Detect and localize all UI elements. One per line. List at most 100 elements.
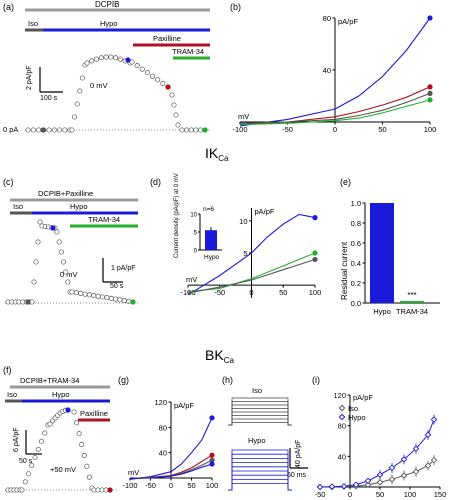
marker-iso xyxy=(430,456,438,464)
iso-trace xyxy=(228,397,292,426)
series-line-iso xyxy=(239,92,431,124)
current-traces xyxy=(228,397,292,491)
marker-iso xyxy=(424,462,432,469)
y-tick-label: 80 xyxy=(159,423,167,432)
trace-point xyxy=(150,73,156,79)
marker-hypo xyxy=(316,483,324,491)
paxilline-dot xyxy=(165,84,171,90)
c-scale-x-label: 50 s xyxy=(110,283,124,290)
trace-point xyxy=(86,474,92,480)
trace-point xyxy=(62,127,68,133)
scale-y-label: 2 pA/pF xyxy=(26,65,33,90)
h-hypo-label: Hypo xyxy=(248,436,266,445)
hypo-trace xyxy=(228,478,292,491)
x-tick-label: -50 xyxy=(282,125,293,134)
x-tick-label: 100 xyxy=(206,481,219,490)
trace-point xyxy=(173,112,179,118)
inset-annotation: n=6 xyxy=(203,206,214,213)
y-tick-label: 0.0 xyxy=(351,299,361,308)
x-tick-label: 0 xyxy=(348,490,352,499)
bar-hypo xyxy=(370,203,394,303)
f-hypo-dot xyxy=(65,407,71,413)
trace-point xyxy=(160,80,166,86)
x-tick-label: 50 xyxy=(376,490,384,499)
inset-y-axis-label: Current density (pA/pF) at 0 mV xyxy=(174,173,180,258)
trace-point xyxy=(42,430,48,436)
trace-point xyxy=(117,56,123,62)
x-tick-label: 50 xyxy=(187,481,195,490)
trace-point xyxy=(103,54,109,60)
end-point-paxilline xyxy=(427,84,433,90)
trace-point xyxy=(56,239,62,245)
c-hypo-label: Hypo xyxy=(70,202,88,211)
trace-point xyxy=(95,293,101,299)
f-bar-label: DCPIB+TRAM-34 xyxy=(20,376,79,385)
end-point-blue2 xyxy=(209,461,215,467)
trace-point xyxy=(91,293,97,299)
marker-hypo xyxy=(328,483,336,490)
iso-label: Iso xyxy=(28,19,38,28)
trace-point xyxy=(46,127,52,133)
trace-point xyxy=(86,292,92,298)
x-tick-label: 100 xyxy=(309,288,322,297)
h-scale-y-label: 40 pA/pF xyxy=(295,440,302,468)
marker-hypo xyxy=(340,482,348,490)
c-scale-y-label: 1 pA/pF xyxy=(111,265,136,272)
zero-label: 0 pA xyxy=(3,125,18,134)
iso-dot xyxy=(40,127,46,133)
x-tick-label: 0 xyxy=(169,481,173,490)
trace-point xyxy=(29,463,35,469)
trace-point xyxy=(69,127,75,133)
trace-point xyxy=(99,294,106,300)
x-tick-label: 0 xyxy=(333,125,337,134)
x-axis-label: mV xyxy=(128,468,139,477)
hypo-trace xyxy=(228,457,292,491)
end-point-tram xyxy=(312,250,318,256)
bar-tram-34 xyxy=(400,301,424,303)
trace-point xyxy=(19,487,25,493)
trace-point xyxy=(71,409,77,415)
marker-hypo xyxy=(430,416,438,423)
x-tick-label: -100 xyxy=(122,481,137,490)
f-hold-label: +50 mV xyxy=(50,465,76,474)
trace-point xyxy=(84,463,90,469)
f-paxilline-label: Paxilline xyxy=(80,409,108,418)
hypo-peak-dot xyxy=(125,57,131,63)
trace-point xyxy=(25,127,31,133)
trace-point xyxy=(113,55,119,61)
iso-trace xyxy=(228,418,292,426)
trace-point xyxy=(77,88,83,94)
y-tick-label: 120 xyxy=(333,391,346,400)
marker-hypo xyxy=(400,456,408,463)
trace-point xyxy=(155,77,161,83)
trace-point xyxy=(33,259,39,265)
trace-point xyxy=(98,55,104,61)
y-axis-label: pA/pF xyxy=(255,207,275,216)
series-line-hypo xyxy=(239,17,431,127)
end-point-iso xyxy=(427,90,433,96)
trace-point xyxy=(113,296,119,302)
inset-y-tick-label: 10 xyxy=(190,213,197,219)
marker-iso xyxy=(364,481,372,488)
y-tick-label: 0.6 xyxy=(351,239,361,248)
category-label: TRAM-34 xyxy=(396,307,428,316)
trace-point xyxy=(35,446,41,452)
trace-point xyxy=(175,122,181,128)
y-tick-label: 0.4 xyxy=(351,259,361,268)
y-tick-label: 40 xyxy=(338,452,346,461)
significance-label: *** xyxy=(407,291,416,300)
x-tick-label: 100 xyxy=(424,125,437,134)
trace-point xyxy=(79,75,85,81)
y-tick-label: 1.0 xyxy=(351,199,361,208)
y-tick-label: 5 xyxy=(243,249,247,258)
trace-point xyxy=(35,239,41,245)
trace-point xyxy=(104,295,110,301)
trace-point xyxy=(84,60,90,66)
x-tick-label: -50 xyxy=(214,288,225,297)
trace-point xyxy=(184,127,190,133)
panel-b-label: (b) xyxy=(230,2,241,12)
c-hypo-dot xyxy=(50,225,56,231)
trace-point xyxy=(32,454,38,461)
trace-point xyxy=(121,298,127,304)
